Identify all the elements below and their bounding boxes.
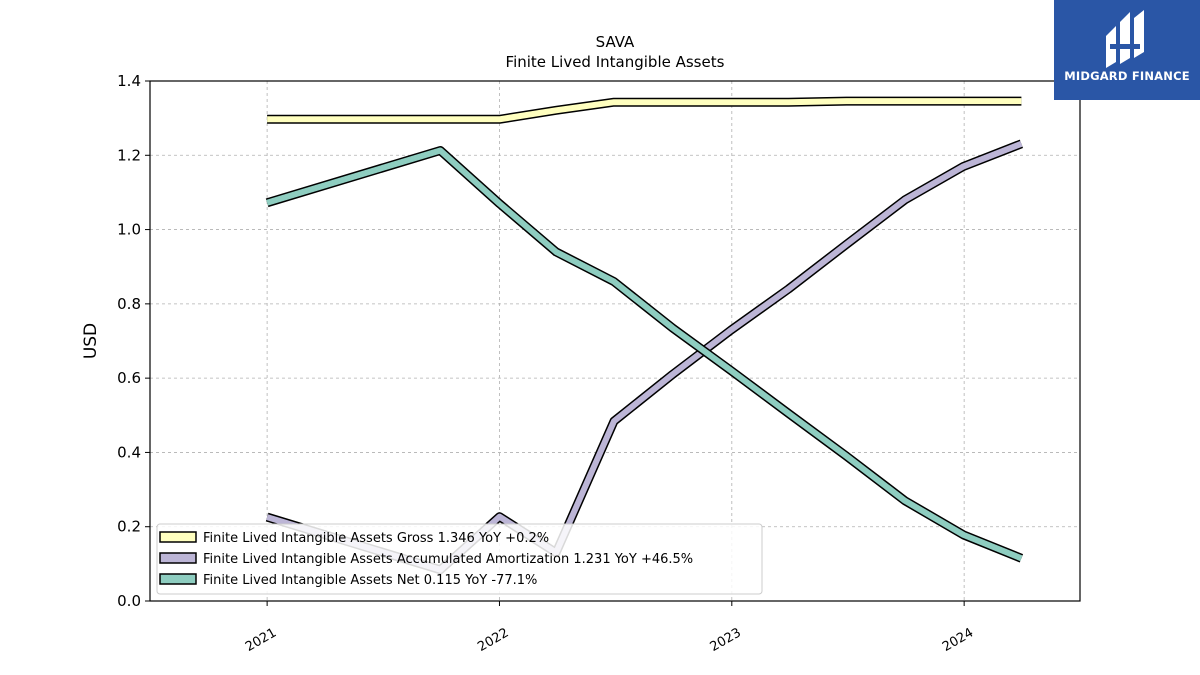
legend-swatch bbox=[159, 552, 197, 564]
y-tick-label: 1.2 bbox=[117, 146, 141, 164]
plot-frame bbox=[149, 80, 1081, 602]
series-lines bbox=[265, 96, 1024, 575]
y-tick-label: 0.0 bbox=[117, 592, 141, 610]
brand-logo: MIDGARD FINANCE bbox=[1054, 0, 1200, 100]
x-tick-label: 2022 bbox=[475, 625, 511, 655]
series-outline-2 bbox=[265, 146, 1024, 563]
chart-subtitle: Finite Lived Intangible Assets bbox=[506, 53, 725, 71]
legend-label: Finite Lived Intangible Assets Accumulat… bbox=[203, 552, 693, 567]
series-line-2 bbox=[266, 147, 1023, 562]
y-tick-label: 1.4 bbox=[117, 72, 141, 90]
x-tick-label: 2024 bbox=[940, 625, 976, 655]
midgard-logo-mark-icon bbox=[1106, 10, 1144, 68]
chart-title: SAVA bbox=[596, 33, 635, 51]
y-axis-label: USD bbox=[81, 323, 101, 359]
x-tick-label: 2023 bbox=[708, 625, 744, 655]
legend-label: Finite Lived Intangible Assets Gross 1.3… bbox=[203, 531, 549, 546]
brand-name: MIDGARD FINANCE bbox=[1064, 69, 1190, 83]
legend-swatch bbox=[159, 573, 197, 585]
chart-legend: Finite Lived Intangible Assets Gross 1.3… bbox=[156, 523, 763, 595]
x-tick-label: 2021 bbox=[243, 625, 279, 655]
legend-swatch bbox=[159, 531, 197, 543]
legend-box bbox=[156, 523, 763, 595]
series-line-0 bbox=[267, 98, 1022, 123]
y-tick-label: 0.2 bbox=[117, 518, 141, 536]
y-axis-ticks: 0.0 0.2 0.4 0.6 0.8 1.0 1.2 1.4 bbox=[117, 72, 150, 610]
y-tick-label: 0.8 bbox=[117, 295, 141, 313]
y-tick-label: 0.4 bbox=[117, 443, 141, 461]
x-axis-ticks: 2021 2022 2023 2024 bbox=[243, 601, 976, 655]
y-tick-label: 1.0 bbox=[117, 221, 141, 239]
y-tick-label: 0.6 bbox=[117, 369, 141, 387]
legend-label: Finite Lived Intangible Assets Net 0.115… bbox=[203, 573, 537, 588]
